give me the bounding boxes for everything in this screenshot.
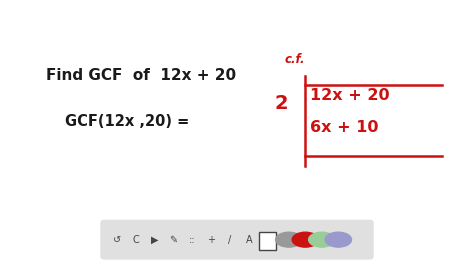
- Text: GCF(12x ,20) =: GCF(12x ,20) =: [65, 114, 189, 129]
- Text: ✎: ✎: [169, 235, 177, 245]
- Text: 6x + 10: 6x + 10: [310, 120, 379, 135]
- Text: A: A: [246, 235, 252, 245]
- Text: ::: ::: [189, 235, 195, 245]
- Text: 12x + 20: 12x + 20: [310, 89, 390, 103]
- Text: 2: 2: [275, 94, 289, 114]
- FancyBboxPatch shape: [259, 232, 276, 250]
- FancyBboxPatch shape: [100, 220, 374, 260]
- Text: Find GCF  of  12x + 20: Find GCF of 12x + 20: [46, 68, 236, 83]
- Text: +: +: [207, 235, 215, 245]
- Circle shape: [309, 232, 335, 247]
- Text: ▶: ▶: [151, 235, 158, 245]
- Text: ↺: ↺: [113, 235, 121, 245]
- Text: /: /: [228, 235, 232, 245]
- Circle shape: [292, 232, 319, 247]
- Circle shape: [325, 232, 352, 247]
- Circle shape: [276, 232, 302, 247]
- Text: C: C: [132, 235, 139, 245]
- Text: c.f.: c.f.: [284, 54, 305, 66]
